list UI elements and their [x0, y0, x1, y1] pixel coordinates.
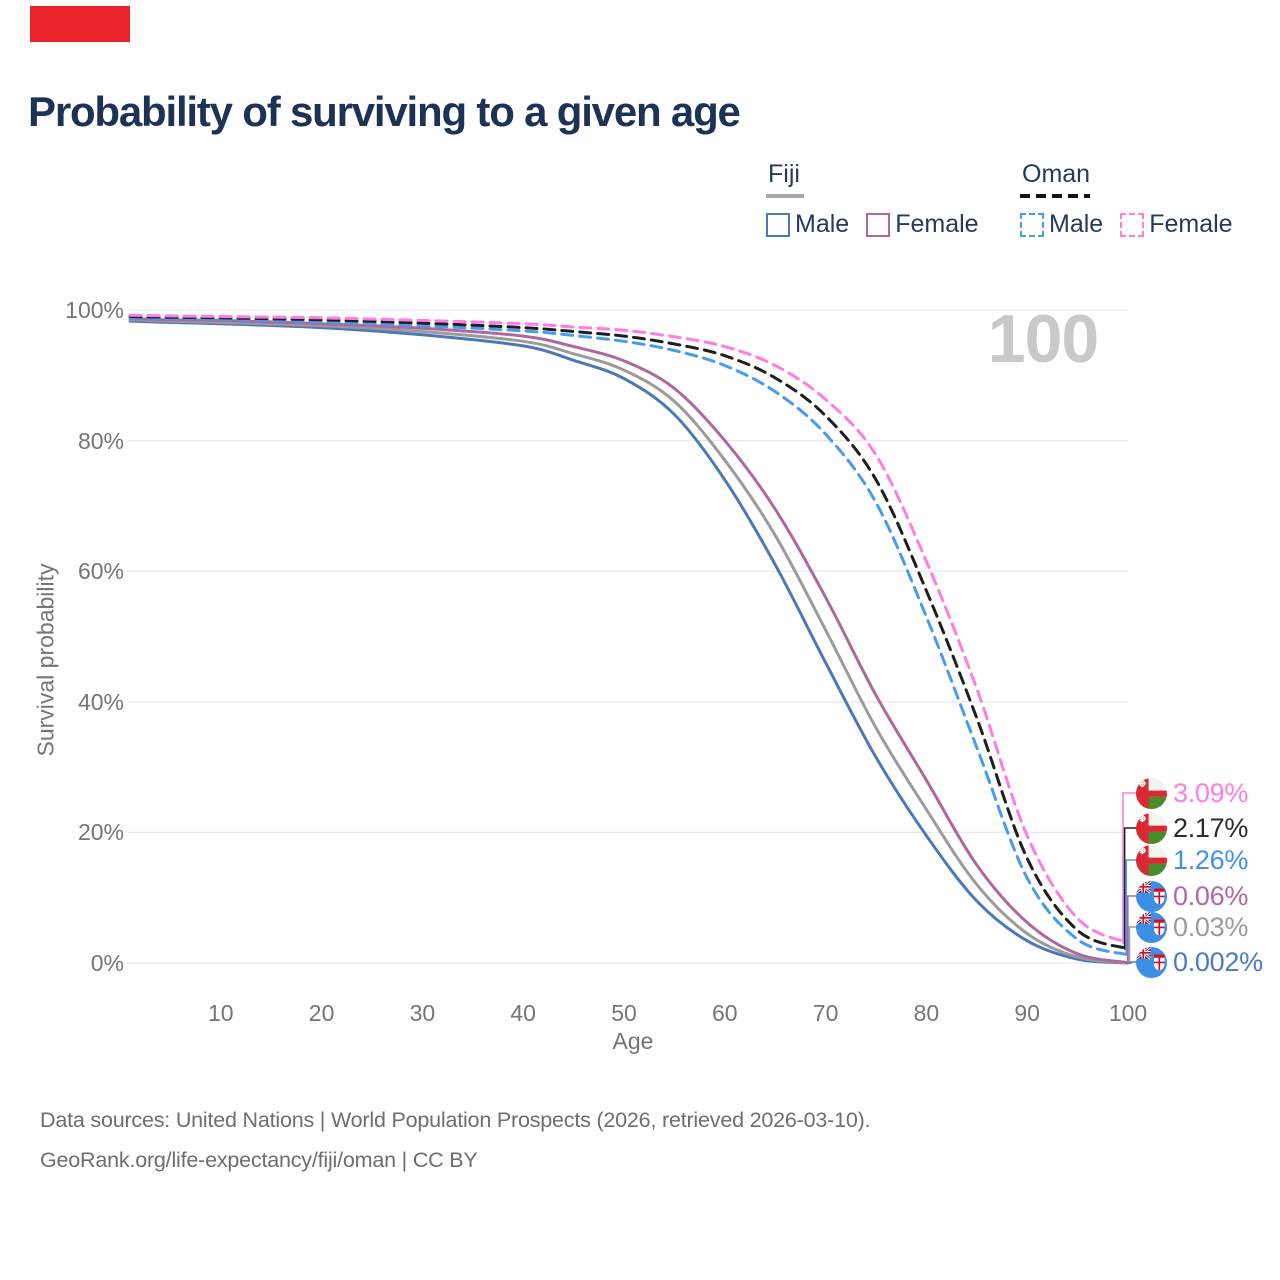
legend-item-fiji-male[interactable]: Male [766, 210, 849, 239]
x-tick-label: 60 [712, 1000, 738, 1026]
legend-swatch [866, 212, 891, 237]
legend-items: Male Female [766, 210, 979, 239]
x-tick-label: 100 [1108, 1000, 1148, 1026]
curve-oman-male [128, 316, 1130, 957]
legend-country-swatch [1020, 194, 1090, 198]
legend-item-oman-male[interactable]: Male [1020, 210, 1103, 239]
y-tick-label: 20% [77, 819, 124, 846]
fiji-flag-icon [1136, 946, 1167, 978]
oman-flag-icon [1136, 844, 1167, 876]
x-tick-label: 50 [611, 1000, 637, 1026]
end-label-value: 0.03% [1173, 911, 1249, 942]
x-tick-label: 90 [1014, 1000, 1040, 1026]
end-label-oman-both-sexes: 2.17% [1136, 812, 1248, 844]
legend-country-swatch [766, 194, 804, 198]
x-tick-label: 20 [308, 1000, 335, 1026]
y-tick-label: 80% [77, 427, 124, 454]
legend-swatch [766, 212, 790, 237]
end-label-value: 0.06% [1173, 880, 1249, 911]
fiji-flag-icon [1136, 911, 1167, 943]
legend-item-fiji-female[interactable]: Female [866, 210, 979, 239]
legend-country-label[interactable]: Oman [1022, 160, 1091, 188]
end-label-oman-male: 1.26% [1136, 844, 1248, 876]
fiji-flag-icon [1136, 880, 1167, 912]
end-label-value: 3.09% [1173, 777, 1249, 808]
legend-items: Male Female [1020, 210, 1233, 239]
curve-fiji-male [128, 319, 1130, 965]
curve-oman-female [128, 313, 1130, 945]
age-watermark: 100 [987, 301, 1099, 377]
y-tick-label: 0% [90, 950, 124, 976]
end-label-oman-female: 3.09% [1136, 777, 1248, 809]
y-axis-title: Survival probability [32, 563, 59, 757]
oman-flag-icon [1136, 777, 1167, 809]
y-tick-label: 100% [65, 297, 124, 323]
curve-fiji-both-sexes [128, 318, 1130, 965]
end-label-value: 1.26% [1173, 844, 1249, 875]
end-label-fiji-male: 0.002% [1136, 946, 1263, 978]
legend-item-oman-female[interactable]: Female [1120, 210, 1233, 239]
end-label-value: 0.002% [1173, 946, 1263, 977]
end-label-fiji-female: 0.06% [1136, 880, 1248, 912]
legend-item-label: Female [895, 210, 979, 238]
legend-country-label[interactable]: Fiji [768, 160, 800, 188]
end-label-value: 2.17% [1173, 812, 1249, 843]
footer-data-sources: Data sources: United Nations | World Pop… [40, 1108, 871, 1132]
legend-item-label: Male [795, 210, 850, 238]
legend-swatch [1120, 212, 1145, 237]
footer-attribution: GeoRank.org/life-expectancy/fiji/oman | … [40, 1148, 478, 1172]
legend-group-oman: Oman Male Female [1020, 160, 1233, 239]
oman-flag-icon [1136, 812, 1167, 844]
x-tick-label: 70 [812, 1000, 839, 1026]
legend-group-fiji: Fiji Male Female [766, 160, 979, 239]
y-tick-label: 40% [77, 688, 124, 715]
chart-title: Probability of surviving to a given age [28, 88, 741, 135]
end-label-fiji-both-sexes: 0.03% [1136, 911, 1248, 943]
legend-item-label: Male [1049, 210, 1104, 238]
x-tick-label: 40 [510, 1000, 536, 1026]
curve-fiji-female [128, 317, 1130, 965]
end-label-connector [1122, 792, 1137, 944]
x-tick-label: 80 [913, 1000, 940, 1026]
curve-oman-both-sexes [128, 315, 1130, 951]
y-tick-label: 60% [77, 558, 124, 585]
x-tick-label: 10 [208, 1000, 234, 1026]
x-tick-label: 30 [409, 1000, 436, 1026]
legend-swatch [1020, 212, 1044, 237]
red-annotation-box [30, 6, 130, 42]
x-axis-title: Age [612, 1028, 654, 1054]
legend-item-label: Female [1149, 210, 1233, 238]
